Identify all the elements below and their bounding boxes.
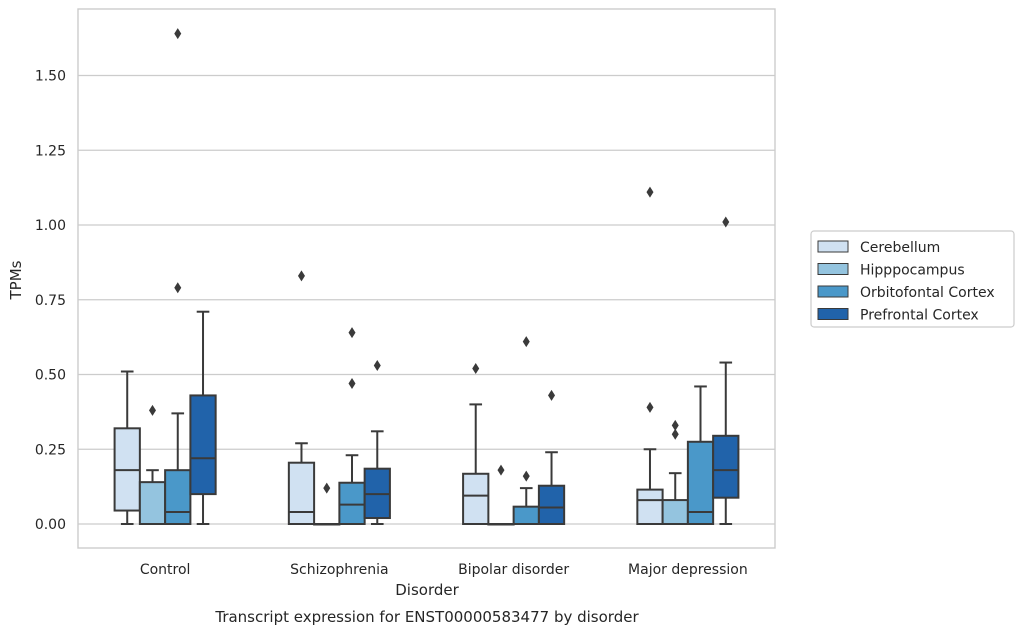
x-tick-label: Bipolar disorder <box>458 562 569 578</box>
legend: Cerebellum Hipppocampus Orbitofontal Corte… <box>810 230 1015 328</box>
outlier-point <box>472 363 480 375</box>
y-tick-label: 0.25 <box>35 442 66 458</box>
outlier-point <box>497 464 505 476</box>
box-2-2 <box>512 336 540 525</box>
box-3-3 <box>712 216 740 525</box>
box-3-2 <box>686 385 715 525</box>
y-tick-labels: 0.00 0.25 0.50 0.75 1.00 1.25 1.50 <box>35 69 66 534</box>
outlier-point <box>646 186 654 198</box>
box-2-1 <box>487 464 515 526</box>
legend-swatch <box>817 240 849 253</box>
outlier-point <box>373 360 381 372</box>
outlier-point <box>148 404 156 416</box>
x-tick-label: Schizophrenia <box>290 562 388 578</box>
x-axis-label: Disorder <box>395 581 459 599</box>
box-iqr <box>189 394 217 496</box>
outlier-point <box>548 389 556 401</box>
box-iqr <box>164 469 192 525</box>
y-tick-label: 1.00 <box>35 218 66 234</box>
outlier-point <box>646 401 654 413</box>
outlier-point <box>174 28 182 40</box>
outlier-point <box>174 282 182 294</box>
y-tick-label: 0.50 <box>35 368 66 384</box>
legend-swatch <box>817 308 849 320</box>
box-iqr <box>712 434 740 499</box>
outlier-point <box>522 470 530 482</box>
box-0-3 <box>189 310 217 525</box>
outlier-point <box>348 327 356 339</box>
box-1-0 <box>287 270 316 525</box>
legend-label: Orbitofontal Cortex <box>860 285 995 301</box>
y-tick-label: 1.25 <box>35 143 66 159</box>
legend-frame <box>810 230 1015 328</box>
box-groups <box>113 28 740 526</box>
legend-label: Prefrontal Cortex <box>860 308 979 324</box>
box-iqr <box>636 488 664 525</box>
outlier-point <box>671 419 679 431</box>
box-2-3 <box>537 389 566 525</box>
chart-caption: Transcript expression for ENST0000058347… <box>214 608 639 626</box>
box-0-1 <box>138 404 167 526</box>
grid-lines <box>78 74 775 525</box>
x-tick-labels: Control Schizophrenia Bipolar disorder Majo… <box>140 562 748 578</box>
legend-item: Prefrontal Cortex <box>817 308 979 324</box>
box-iqr <box>462 472 490 526</box>
outlier-point <box>348 377 356 389</box>
box-iqr <box>338 481 366 526</box>
box-0-2 <box>164 28 192 525</box>
x-tick-label: Major depression <box>628 562 748 578</box>
box-iqr <box>138 481 167 526</box>
y-tick-label: 1.50 <box>35 69 66 85</box>
outlier-point <box>522 336 530 348</box>
legend-swatch <box>817 263 849 275</box>
x-tick-label: Control <box>140 562 191 578</box>
box-2-0 <box>462 363 490 526</box>
box-3-1 <box>661 419 689 525</box>
box-iqr <box>512 505 540 525</box>
y-tick-label: 0.00 <box>35 517 66 533</box>
box-iqr <box>537 484 566 525</box>
plot-frame <box>77 8 776 549</box>
legend-item: Cerebellum <box>817 240 940 256</box>
legend-label: Cerebellum <box>860 240 940 256</box>
box-iqr <box>661 499 689 525</box>
box-1-2 <box>338 327 366 526</box>
legend-item: Hipppocampus <box>817 263 965 279</box>
box-1-3 <box>363 360 391 525</box>
outlier-point <box>671 428 679 440</box>
box-1-1 <box>313 482 341 526</box>
plot-border <box>77 8 776 549</box>
legend-item: Orbitofontal Cortex <box>817 285 995 301</box>
box-0-0 <box>113 370 141 525</box>
legend-label: Hipppocampus <box>860 263 965 279</box>
outlier-point <box>722 216 730 228</box>
legend-swatch <box>817 285 849 298</box>
outlier-point <box>297 270 305 282</box>
box-iqr <box>287 461 316 525</box>
box-3-0 <box>636 186 664 525</box>
y-axis-label: TPMs <box>7 260 25 300</box>
y-tick-label: 0.75 <box>35 293 66 309</box>
outlier-point <box>323 482 331 494</box>
